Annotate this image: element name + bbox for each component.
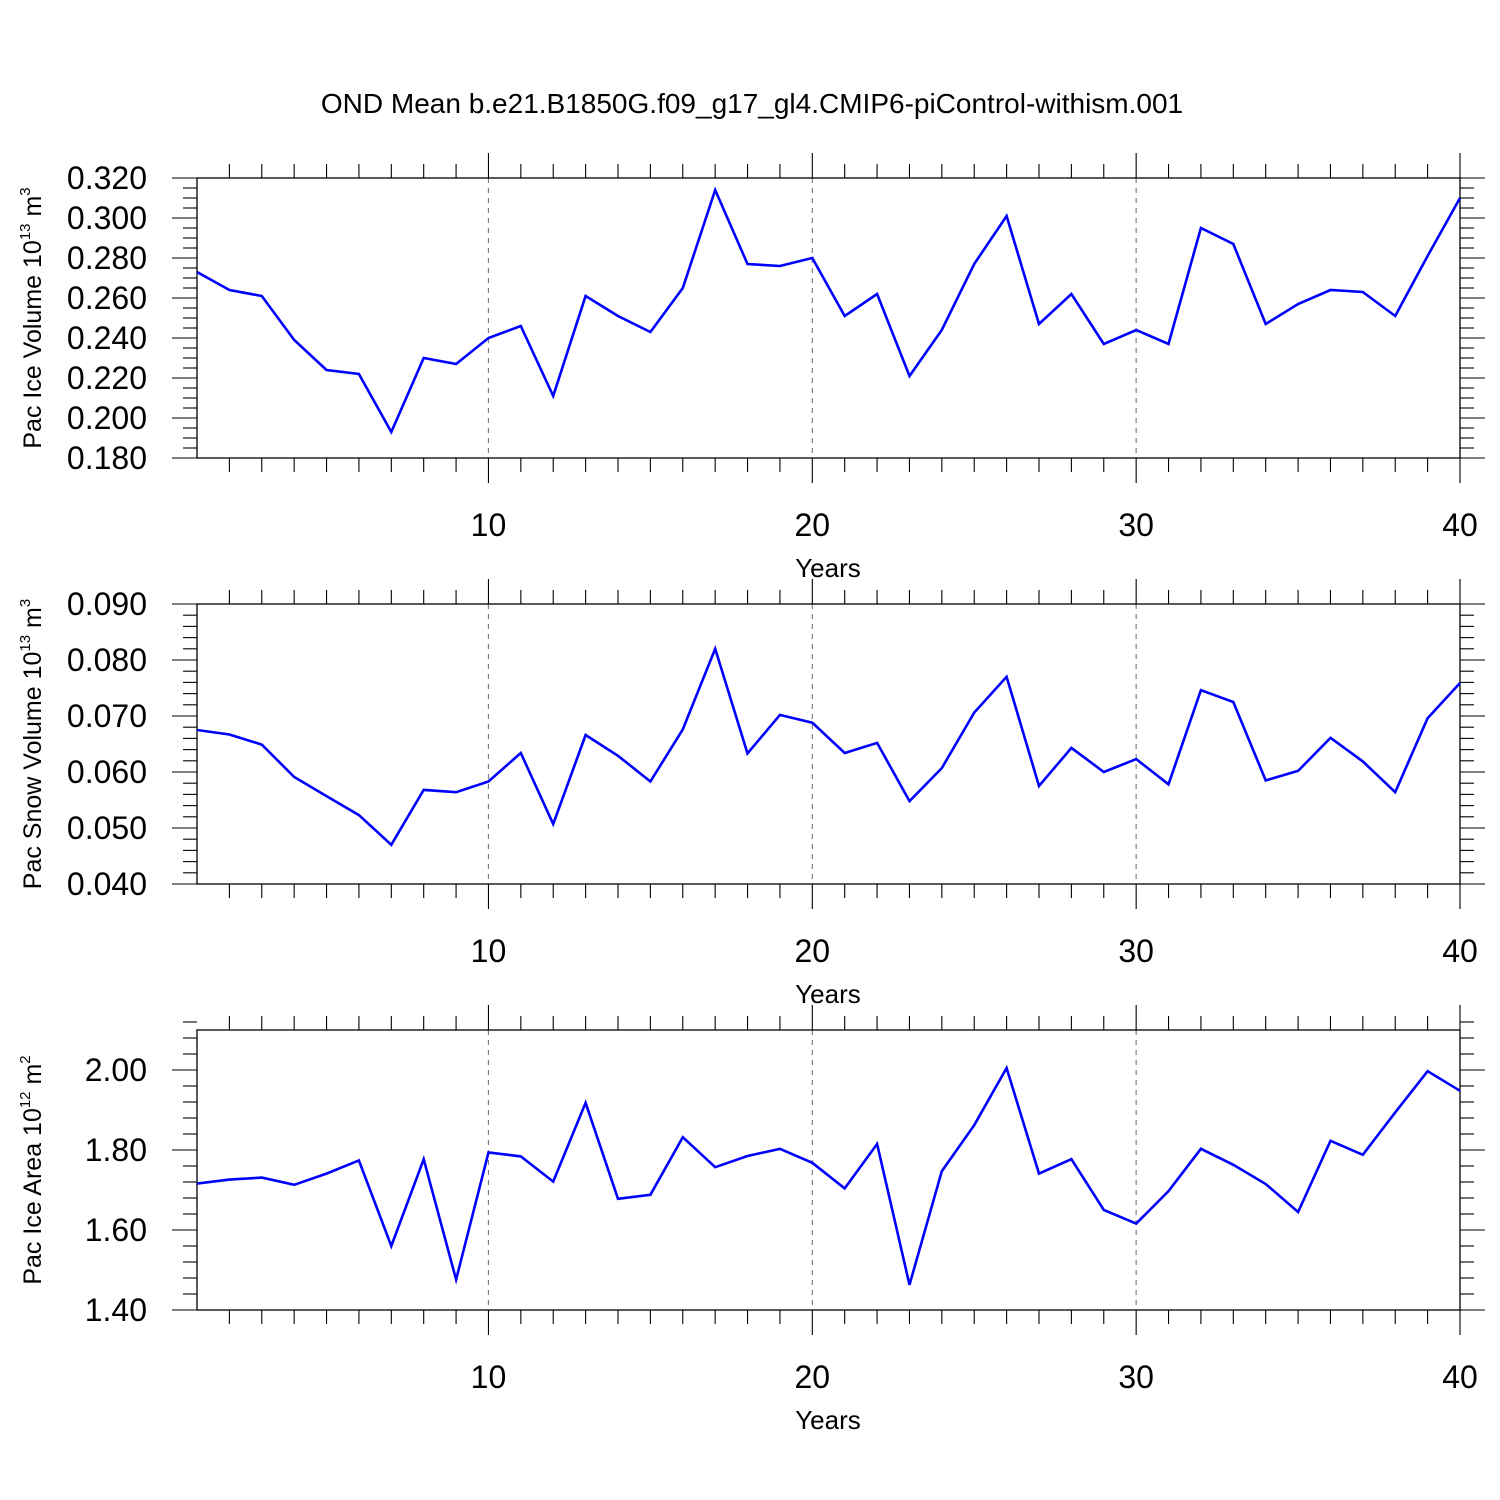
y-tick-label: 0.080 [67,642,147,678]
y-axis-label-part: m [19,607,47,635]
x-tick-label: 30 [1118,1359,1154,1395]
y-tick-label: 0.260 [67,280,147,316]
x-tick-label: 30 [1118,933,1154,969]
x-tick-label: 10 [471,507,507,543]
y-axis-label: Pac Ice Area 1012 m2 [17,1055,47,1284]
x-tick-label: 20 [795,507,831,543]
x-tick-label: 40 [1442,507,1478,543]
y-axis-label: Pac Ice Volume 1013 m3 [17,187,47,448]
chart-title: OND Mean b.e21.B1850G.f09_g17_gl4.CMIP6-… [321,88,1183,119]
y-tick-label: 0.060 [67,754,147,790]
series-line [196,1064,1461,1286]
series-line [196,186,1462,435]
y-tick-label: 0.280 [67,240,147,276]
plot-frame [196,1029,1461,1311]
series-line [196,644,1461,847]
y-tick-label: 0.320 [67,160,147,196]
y-axis-label-part: Pac Ice Area 10 [19,1108,47,1285]
plot-frame [196,603,1461,885]
plot-frame [196,177,1461,459]
y-tick-label: 1.40 [85,1292,147,1328]
y-axis-label-superscript: 12 [17,1091,34,1108]
y-tick-label: 0.300 [67,200,147,236]
y-tick-label: 0.180 [67,440,147,476]
y-axis-label-part: m [19,196,47,224]
x-axis-label: Years [795,1405,861,1435]
y-tick-label: 0.200 [67,400,147,436]
x-tick-label: 10 [471,933,507,969]
y-axis-label-superscript: 2 [17,1055,34,1063]
x-tick-label: 20 [795,1359,831,1395]
x-tick-label: 40 [1442,933,1478,969]
chart-panel-1: 10 20 30 40 0.180 0.200 0.220 0.240 0.260 0.280 0.… [17,153,1485,583]
y-axis-label-part: Pac Ice Volume 10 [19,240,47,448]
y-tick-label: 2.00 [85,1052,147,1088]
x-tick-label: 40 [1442,1359,1478,1395]
y-axis-label-superscript: 3 [17,599,34,607]
y-axis-label-superscript: 13 [17,223,34,240]
x-tick-label: 10 [471,1359,507,1395]
chart-panels: 10 20 30 40 0.180 0.200 0.220 0.240 0.260 0.280 0.… [17,153,1485,1435]
y-axis-label-part: Pac Snow Volume 10 [19,652,47,890]
x-axis-label: Years [795,553,861,583]
y-tick-label: 1.80 [85,1132,147,1168]
y-axis-label: Pac Snow Volume 1013 m3 [17,599,47,889]
y-axis-label-part: m [19,1064,47,1092]
y-tick-label: 0.220 [67,360,147,396]
y-tick-label: 0.070 [67,698,147,734]
y-axis-label-superscript: 3 [17,187,34,195]
y-axis-label-superscript: 13 [17,635,34,652]
y-tick-label: 0.040 [67,866,147,902]
y-tick-label: 1.60 [85,1212,147,1248]
x-tick-label: 30 [1118,507,1154,543]
x-tick-label: 20 [795,933,831,969]
y-tick-label: 0.090 [67,586,147,622]
chart-panel-3: 10 20 30 40 1.40 1.60 1.80 2.00 Years Pac Ice Are… [17,1005,1485,1435]
x-axis-label: Years [795,979,861,1009]
chart-panel-2: 10 20 30 40 0.040 0.050 0.060 0.070 0.080 0.090 Ye… [17,579,1485,1009]
y-tick-label: 0.050 [67,810,147,846]
y-tick-label: 0.240 [67,320,147,356]
